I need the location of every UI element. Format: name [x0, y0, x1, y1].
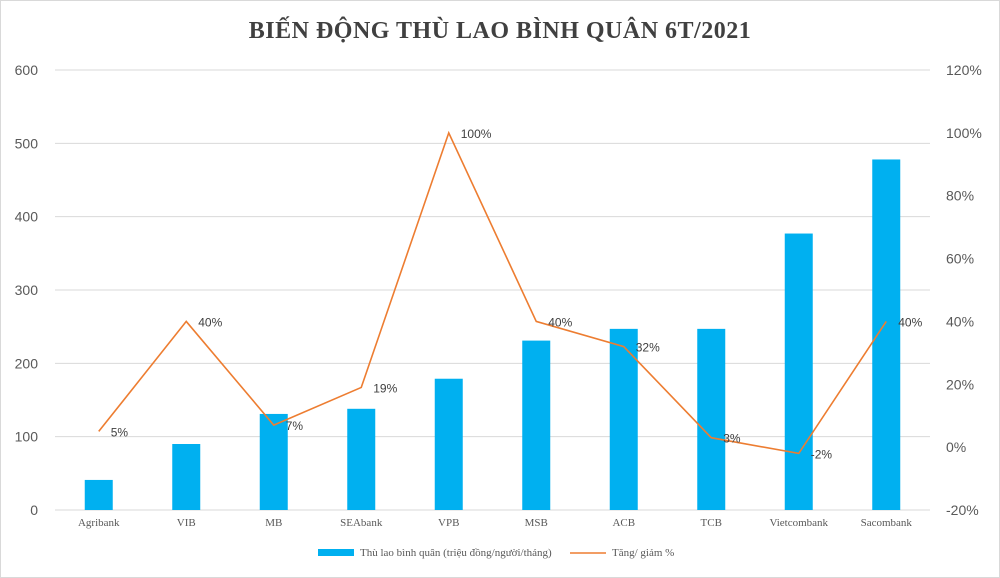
x-tick-label: SEAbank [340, 517, 383, 529]
y-left-tick-label: 300 [15, 282, 39, 298]
x-tick-label: Vietcombank [769, 517, 828, 529]
bar [259, 413, 288, 510]
y-left-tick-label: 100 [15, 429, 39, 445]
chart-title: BIẾN ĐỘNG THÙ LAO BÌNH QUÂN 6T/2021 [248, 18, 752, 44]
y-right-tick-label: 100% [946, 125, 982, 141]
data-label: 19% [373, 381, 397, 395]
y-left-tick-label: 500 [15, 135, 39, 151]
bar [522, 340, 551, 510]
data-label: 5% [111, 425, 129, 439]
bar [434, 378, 463, 510]
y-right-tick-label: 80% [946, 188, 974, 204]
data-label: 32% [636, 341, 660, 355]
x-tick-label: VPB [438, 517, 459, 529]
data-label: 40% [548, 315, 572, 329]
legend-swatch-bar [318, 549, 354, 556]
bar [347, 408, 376, 510]
bar [872, 159, 901, 510]
bar [84, 479, 113, 510]
x-tick-label: VIB [177, 517, 196, 529]
x-tick-label: MSB [525, 517, 548, 529]
bar [172, 444, 201, 510]
data-label: 7% [286, 419, 304, 433]
data-label: 40% [198, 315, 222, 329]
y-left-tick-label: 400 [15, 209, 39, 225]
data-label: -2% [811, 447, 833, 461]
data-label: 40% [898, 315, 922, 329]
x-tick-label: TCB [701, 517, 722, 529]
x-tick-label: Sacombank [861, 517, 913, 529]
y-right-tick-label: 40% [946, 313, 974, 329]
legend-label-line: Tăng/ giảm % [612, 547, 674, 559]
y-left-tick-label: 200 [15, 355, 39, 371]
bar [697, 328, 726, 510]
y-left-tick-label: 600 [15, 62, 39, 78]
legend-label-bar: Thù lao bình quân (triệu đồng/người/thán… [360, 547, 552, 559]
data-label: 100% [461, 127, 492, 141]
x-tick-label: ACB [612, 517, 635, 529]
x-tick-label: Agribank [78, 517, 120, 529]
y-right-tick-label: 20% [946, 376, 974, 392]
y-right-tick-label: 120% [946, 62, 982, 78]
y-right-tick-label: 0% [946, 439, 966, 455]
bar [784, 233, 813, 511]
y-right-tick-label: -20% [946, 502, 979, 518]
y-right-tick-label: 60% [946, 251, 974, 267]
series-line [98, 130, 887, 455]
x-tick-label: MB [265, 517, 282, 529]
data-label: 3% [723, 432, 741, 446]
y-left-tick-label: 0 [30, 502, 38, 518]
bar [609, 328, 638, 510]
